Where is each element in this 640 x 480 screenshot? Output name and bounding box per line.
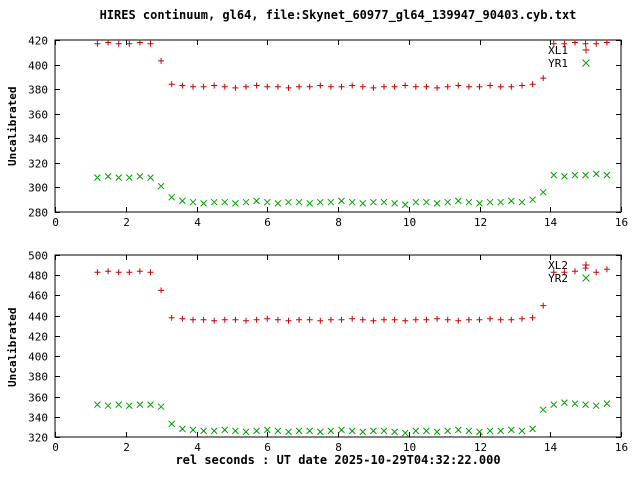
panel-1: 0 2 4 6 8 10 12 14 16 280 300 320 340 360 380 400 420 XL1… bbox=[28, 35, 628, 230]
y-tick-label: 420 bbox=[28, 331, 48, 344]
x-tick-label: 4 bbox=[194, 216, 201, 229]
y-tick-label: 320 bbox=[28, 432, 48, 445]
legend-label-YR2: YR2 bbox=[548, 272, 568, 285]
x-tick-label: 12 bbox=[474, 441, 487, 454]
legend-label-YR1: YR1 bbox=[548, 57, 568, 70]
x-tick-label: 12 bbox=[474, 216, 487, 229]
series-points-YR2 bbox=[94, 399, 611, 437]
x-tick-label: 6 bbox=[264, 441, 271, 454]
panel-2: 0 2 4 6 8 10 12 14 16 320 340 360 380 400 420 440 460 480… bbox=[28, 250, 628, 455]
y-tick-label: 500 bbox=[28, 250, 48, 263]
x-tick-label: 14 bbox=[544, 216, 558, 229]
x-tick-label: 2 bbox=[123, 216, 130, 229]
plot-border bbox=[54, 254, 622, 438]
y-tick-label: 400 bbox=[28, 60, 48, 73]
y-tick-label: 380 bbox=[28, 84, 48, 97]
y-tick-label: 380 bbox=[28, 371, 48, 384]
x-axis-label: rel seconds : UT date 2025-10-29T04:32:2… bbox=[175, 453, 501, 467]
x-tick-label: 10 bbox=[403, 216, 416, 229]
x-tick-label: 2 bbox=[123, 441, 130, 454]
x-tick-label: 16 bbox=[615, 216, 628, 229]
legend-marker-XL1 bbox=[582, 46, 590, 54]
y-tick-label: 280 bbox=[28, 207, 48, 220]
x-tick-label: 0 bbox=[52, 216, 59, 229]
plot-border bbox=[54, 39, 622, 213]
x-tick-label: 8 bbox=[335, 216, 342, 229]
chart-title: HIRES continuum, gl64, file:Skynet_60977… bbox=[99, 8, 577, 22]
x-tick-label: 0 bbox=[52, 441, 59, 454]
x-tick-label: 8 bbox=[335, 441, 342, 454]
x-tick-label: 6 bbox=[264, 216, 271, 229]
y-tick-label: 340 bbox=[28, 133, 48, 146]
y-tick-label: 320 bbox=[28, 158, 48, 171]
y-tick-label: 400 bbox=[28, 351, 48, 364]
x-tick-label: 4 bbox=[194, 441, 201, 454]
y-tick-label: 300 bbox=[28, 182, 48, 195]
legend-label-XL1: XL1 bbox=[548, 44, 568, 57]
legend-marker-YR2 bbox=[582, 274, 590, 282]
y-tick-label: 460 bbox=[28, 290, 48, 303]
x-tick-label: 14 bbox=[544, 441, 558, 454]
series-points-XL2 bbox=[94, 265, 610, 324]
y-tick-label: 420 bbox=[28, 35, 48, 48]
x-tick-label: 16 bbox=[615, 441, 628, 454]
y-tick-label: 360 bbox=[28, 109, 48, 122]
y-tick-label: 360 bbox=[28, 392, 48, 405]
y-tick-label: 480 bbox=[28, 270, 48, 283]
legend-marker-YR1 bbox=[582, 59, 590, 67]
legend-label-XL2: XL2 bbox=[548, 259, 568, 272]
y-tick-label: 440 bbox=[28, 311, 48, 324]
series-points-YR1 bbox=[94, 170, 611, 208]
x-tick-label: 10 bbox=[403, 441, 416, 454]
y-tick-label: 340 bbox=[28, 412, 48, 425]
series-points-XL1 bbox=[94, 39, 610, 91]
